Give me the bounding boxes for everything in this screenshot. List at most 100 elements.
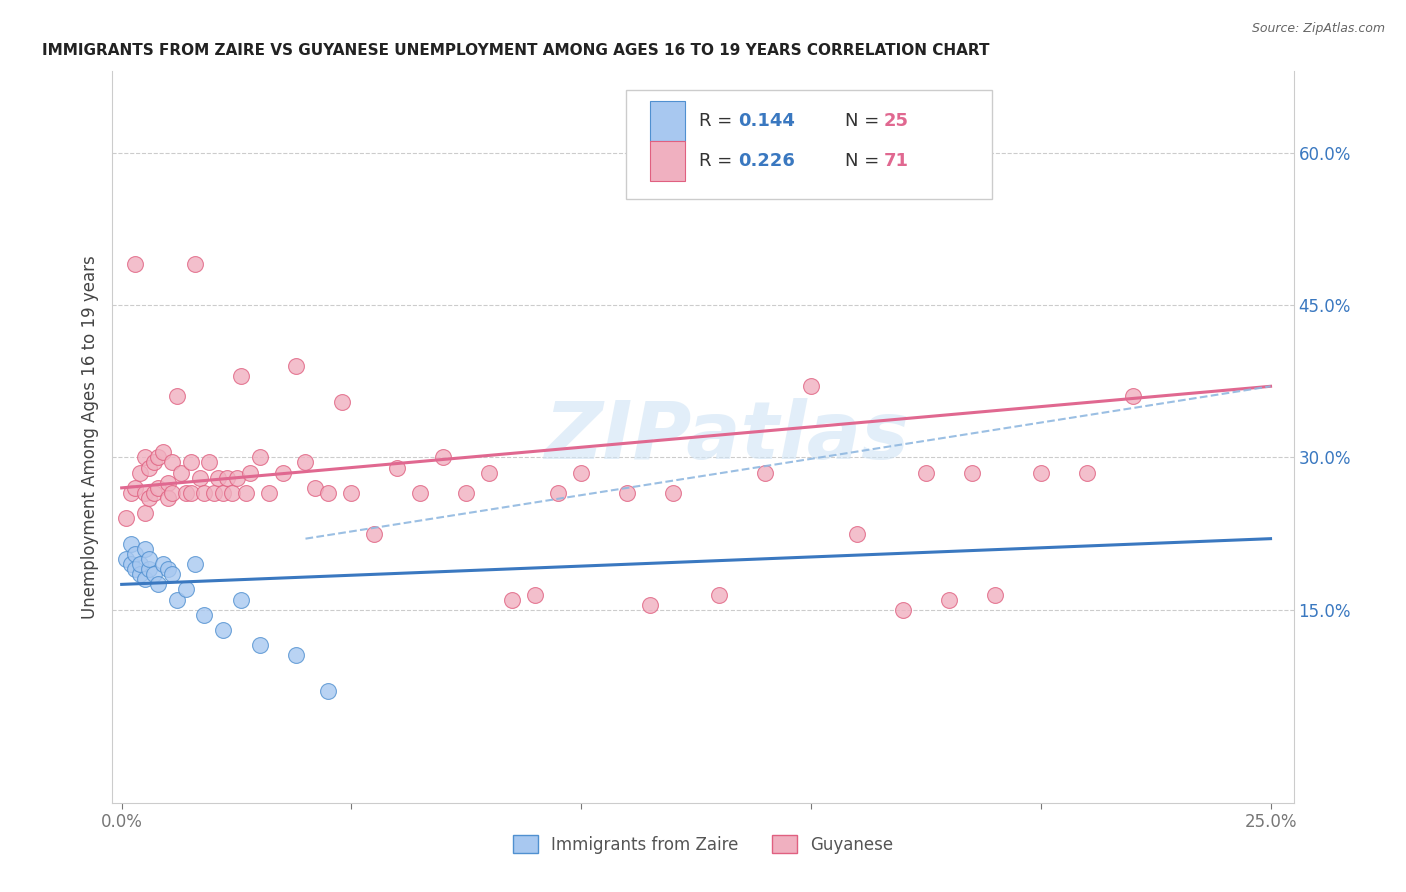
Text: N =: N = [845, 152, 884, 170]
Point [134, 572, 156, 586]
Point [225, 471, 247, 485]
Point [501, 592, 523, 607]
Point [160, 455, 183, 469]
Point [142, 486, 165, 500]
Point [142, 567, 165, 582]
Point [217, 471, 239, 485]
Point [174, 486, 197, 500]
Point [115, 511, 138, 525]
Point [638, 598, 661, 612]
Point [984, 588, 1007, 602]
Point [134, 506, 156, 520]
Point [134, 541, 156, 556]
Point [1122, 389, 1144, 403]
Point [124, 562, 146, 576]
Point [193, 607, 215, 622]
Point [211, 623, 233, 637]
Point [1076, 466, 1098, 480]
Point [318, 486, 340, 500]
Point [160, 567, 183, 582]
Point [207, 471, 229, 485]
Point [180, 455, 202, 469]
Point [148, 481, 170, 495]
Text: 71: 71 [884, 152, 908, 170]
Point [478, 466, 501, 480]
Point [180, 486, 202, 500]
Text: N =: N = [845, 112, 884, 129]
FancyBboxPatch shape [626, 90, 993, 200]
Point [156, 475, 179, 490]
Point [231, 369, 253, 384]
Point [239, 466, 262, 480]
Point [129, 466, 152, 480]
Point [456, 486, 478, 500]
Point [120, 486, 142, 500]
Point [754, 466, 776, 480]
Point [616, 486, 638, 500]
Legend: Immigrants from Zaire, Guyanese: Immigrants from Zaire, Guyanese [506, 829, 900, 860]
Point [524, 588, 547, 602]
Point [707, 588, 730, 602]
Point [271, 466, 294, 480]
Text: R =: R = [699, 152, 738, 170]
Text: 25: 25 [884, 112, 908, 129]
Point [120, 557, 142, 571]
Point [156, 491, 179, 505]
Point [231, 592, 253, 607]
Point [115, 552, 138, 566]
Point [285, 359, 308, 373]
Text: R =: R = [699, 112, 738, 129]
Point [198, 455, 221, 469]
Point [138, 562, 160, 576]
Point [294, 455, 316, 469]
Point [221, 486, 243, 500]
Text: ZIPatlas: ZIPatlas [544, 398, 910, 476]
Point [569, 466, 592, 480]
Point [166, 592, 188, 607]
Point [285, 648, 308, 663]
Point [170, 466, 193, 480]
Point [891, 603, 914, 617]
Point [134, 486, 156, 500]
Point [211, 486, 233, 500]
Point [1029, 466, 1052, 480]
Point [363, 526, 385, 541]
Point [138, 552, 160, 566]
Point [235, 486, 257, 500]
Point [387, 460, 409, 475]
Point [330, 394, 353, 409]
Point [202, 486, 225, 500]
Point [662, 486, 685, 500]
Text: 0.144: 0.144 [738, 112, 796, 129]
Point [156, 562, 179, 576]
Bar [650, 141, 685, 181]
Point [188, 471, 211, 485]
Point [124, 257, 146, 271]
Point [124, 481, 146, 495]
Text: IMMIGRANTS FROM ZAIRE VS GUYANESE UNEMPLOYMENT AMONG AGES 16 TO 19 YEARS CORRELA: IMMIGRANTS FROM ZAIRE VS GUYANESE UNEMPL… [42, 43, 988, 58]
Point [148, 450, 170, 465]
Point [915, 466, 938, 480]
Point [129, 557, 152, 571]
Point [124, 547, 146, 561]
Point [938, 592, 960, 607]
Point [249, 450, 271, 465]
Point [148, 577, 170, 591]
Point [152, 445, 174, 459]
Point [409, 486, 432, 500]
Point [249, 638, 271, 652]
Point [166, 389, 188, 403]
Point [547, 486, 569, 500]
Text: Source: ZipAtlas.com: Source: ZipAtlas.com [1251, 22, 1385, 36]
Point [340, 486, 363, 500]
Bar [650, 101, 685, 141]
Point [138, 460, 160, 475]
Point [432, 450, 454, 465]
Point [142, 455, 165, 469]
Point [134, 450, 156, 465]
Point [304, 481, 326, 495]
Point [800, 379, 823, 393]
Point [184, 557, 207, 571]
Point [960, 466, 983, 480]
Point [174, 582, 197, 597]
